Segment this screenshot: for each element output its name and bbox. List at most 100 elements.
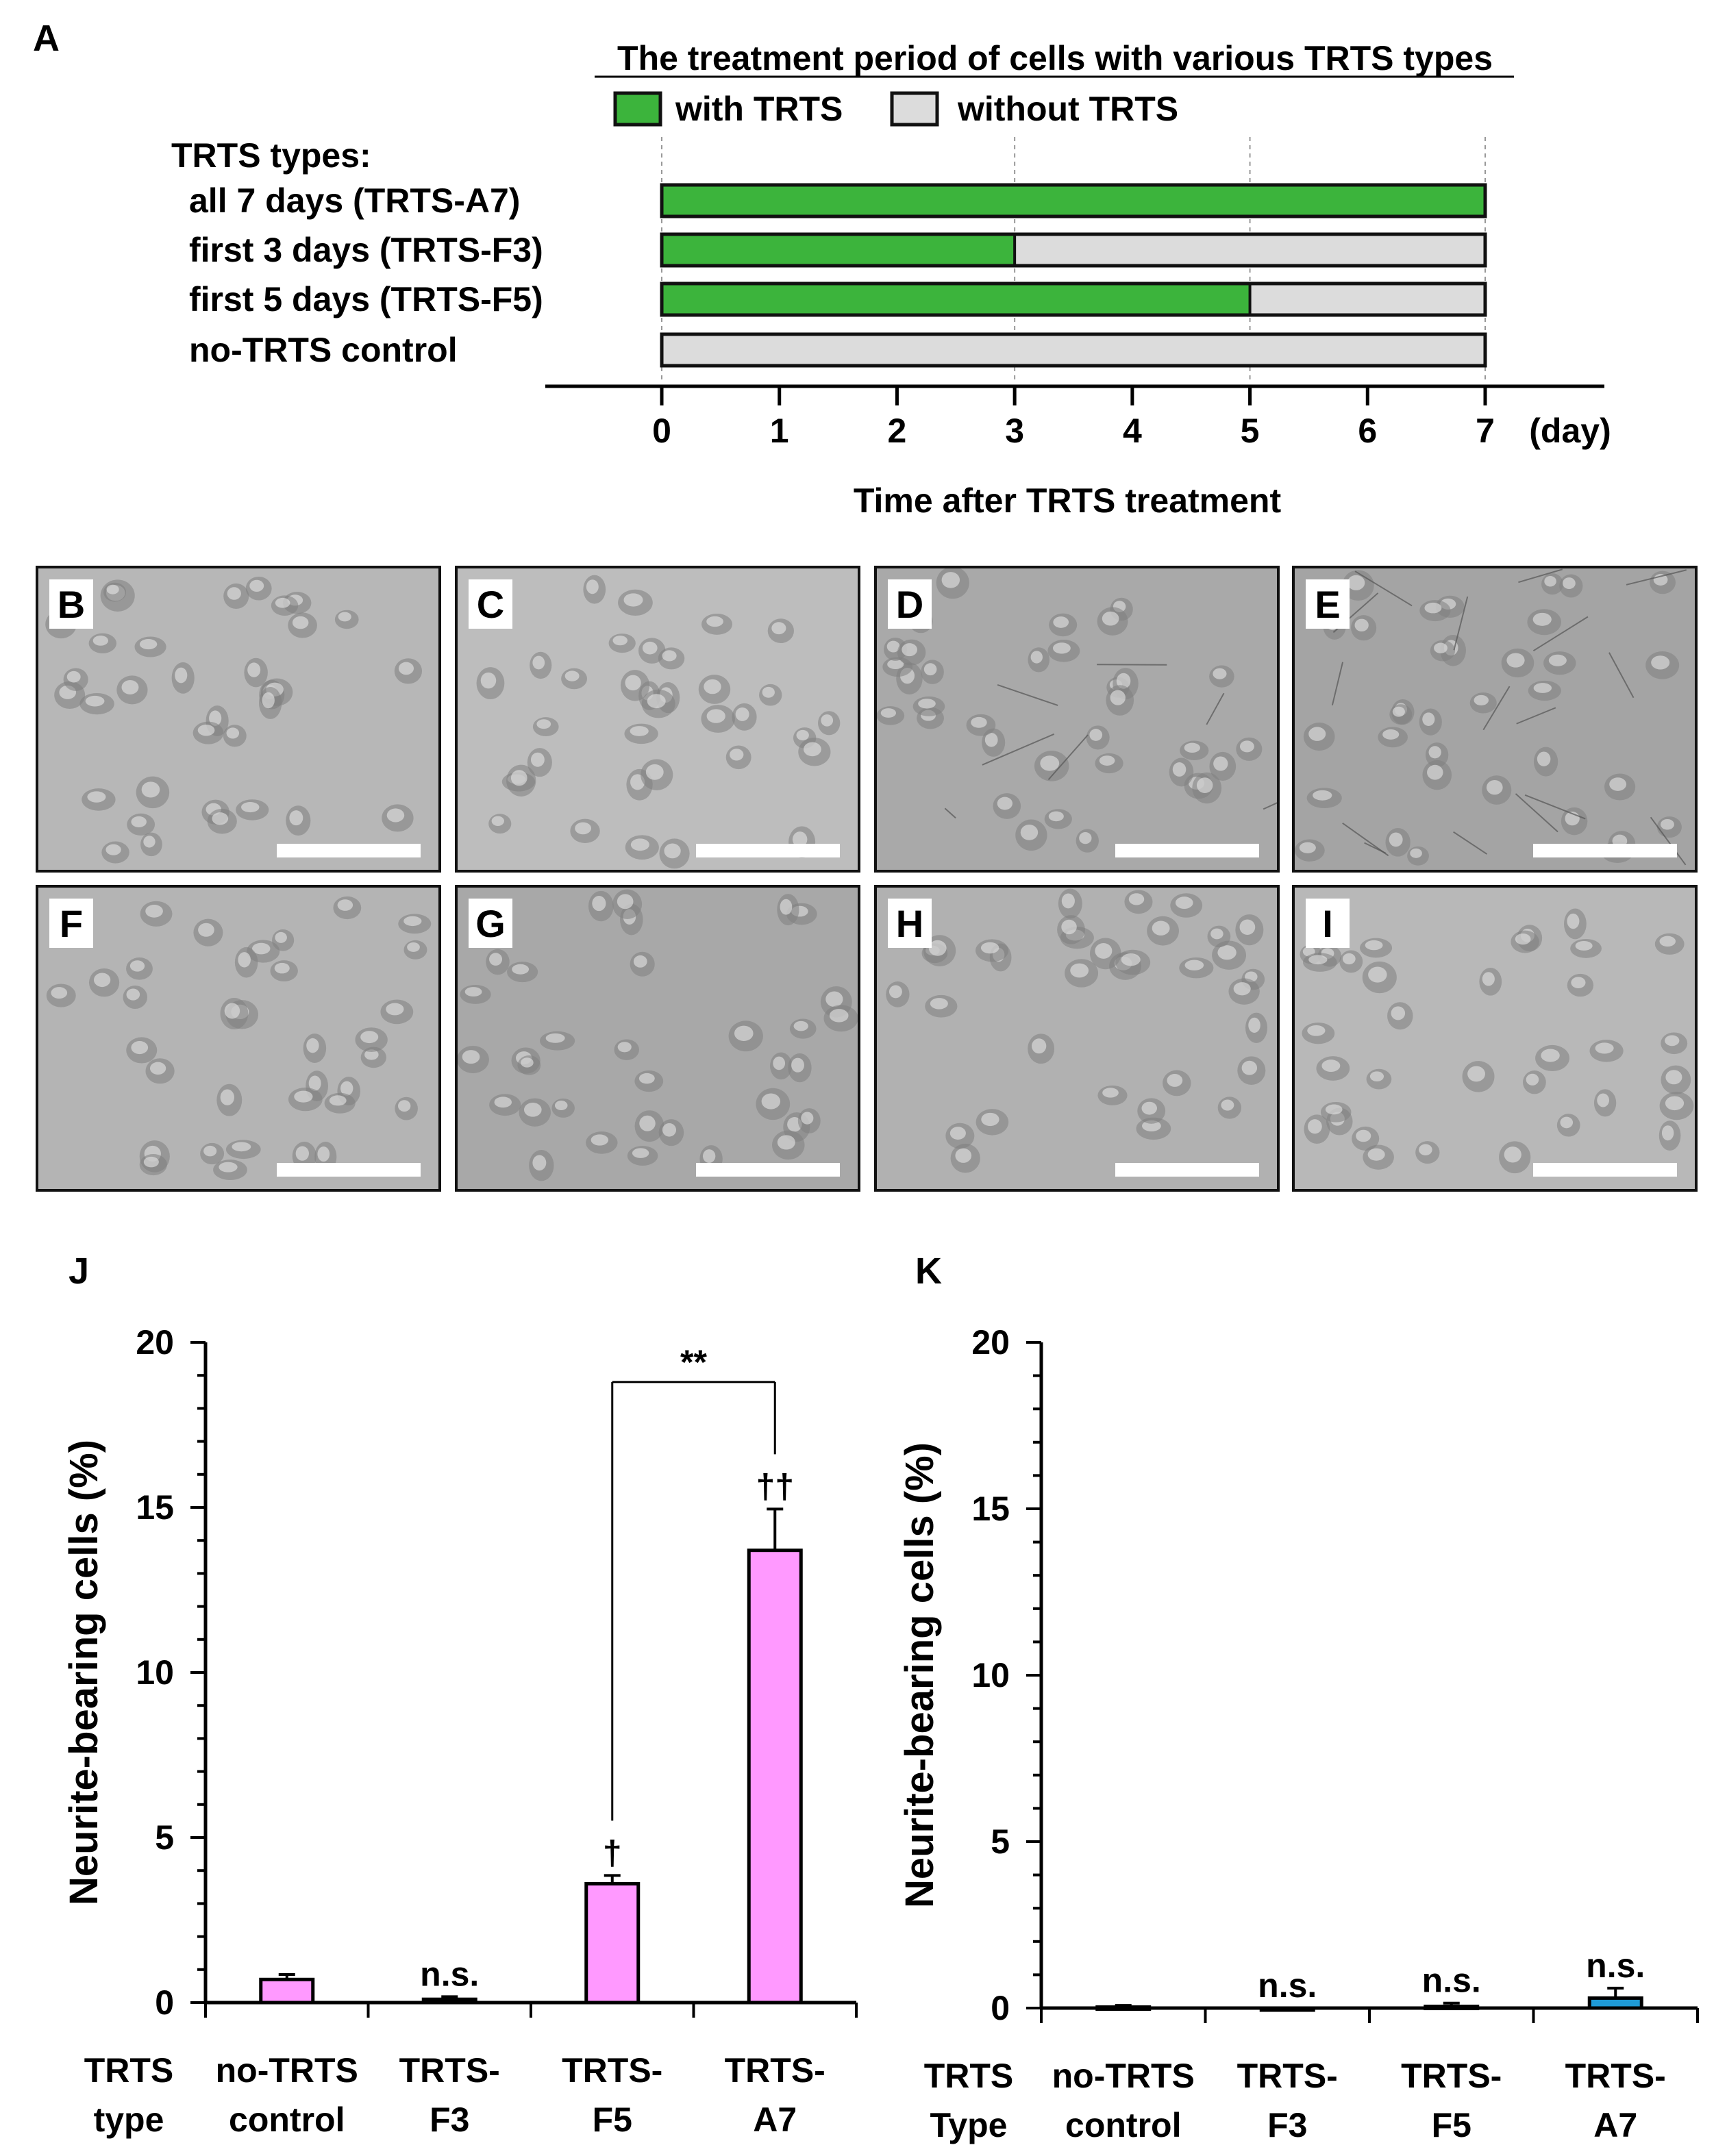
micrograph-label: E bbox=[1306, 579, 1350, 629]
x-category-label: control bbox=[1065, 2106, 1181, 2144]
micrograph-cells bbox=[1295, 568, 1687, 866]
bracket-label: ** bbox=[680, 1343, 707, 1381]
x-row-label: Type bbox=[930, 2106, 1008, 2144]
timeline-tick-label: 0 bbox=[652, 412, 671, 450]
timeline-bar-with bbox=[660, 233, 1017, 267]
y-tick-label: 10 bbox=[971, 1656, 1010, 1694]
scale-bar bbox=[277, 1163, 421, 1177]
micrograph-label: C bbox=[469, 579, 512, 629]
micrograph-cells bbox=[476, 575, 841, 869]
x-category-label: A7 bbox=[753, 2101, 797, 2139]
y-tick-label: 15 bbox=[971, 1490, 1010, 1528]
micrograph-cells bbox=[45, 576, 423, 864]
legend-with-label: with TRTS bbox=[675, 90, 843, 128]
x-category-label: A7 bbox=[1593, 2106, 1637, 2144]
legend-without-swatch bbox=[890, 91, 939, 127]
micrograph-i: I bbox=[1292, 885, 1698, 1192]
timeline-tick-label: 6 bbox=[1358, 412, 1377, 450]
scale-bar bbox=[277, 844, 421, 857]
micrograph-cells bbox=[886, 888, 1267, 1173]
x-category-label: TRTS- bbox=[1401, 2057, 1502, 2095]
x-category-label: no-TRTS bbox=[216, 2051, 358, 2090]
bar bbox=[259, 1977, 315, 2005]
timeline-row-label: first 3 days (TRTS-F3) bbox=[189, 231, 543, 269]
micrograph-c: C bbox=[455, 566, 860, 873]
bar-annotation: n.s. bbox=[420, 1955, 479, 1993]
y-tick-label: 0 bbox=[991, 1989, 1010, 2027]
x-category-label: no-TRTS bbox=[1052, 2057, 1195, 2095]
timeline-tick-label: 4 bbox=[1123, 412, 1142, 450]
bar-annotation: n.s. bbox=[1422, 1961, 1481, 2000]
timeline-tick-label: 5 bbox=[1241, 412, 1260, 450]
micrograph-cells bbox=[46, 896, 432, 1181]
legend-with-swatch bbox=[613, 91, 662, 127]
timeline-bar-outline bbox=[660, 332, 1487, 368]
bar bbox=[421, 1997, 477, 2005]
timeline-tick-label: 3 bbox=[1005, 412, 1024, 450]
micrograph-h: H bbox=[874, 885, 1280, 1192]
panel-letter-a: A bbox=[33, 18, 60, 59]
timeline-title: The treatment period of cells with vario… bbox=[617, 39, 1493, 77]
scale-bar bbox=[696, 1163, 840, 1177]
bar-annotation: n.s. bbox=[1586, 1946, 1645, 1985]
x-category-label: control bbox=[229, 2101, 345, 2139]
micrograph-label: B bbox=[49, 579, 93, 629]
x-category-label: F5 bbox=[593, 2101, 632, 2139]
scale-bar bbox=[1533, 844, 1677, 857]
bar-annotation: n.s. bbox=[1258, 1966, 1317, 2005]
micrograph-cells bbox=[458, 889, 858, 1181]
timeline-x-axis-label: Time after TRTS treatment bbox=[854, 481, 1282, 520]
bar-annotation: †† bbox=[756, 1467, 794, 1505]
y-tick-label: 20 bbox=[971, 1323, 1010, 1362]
scale-bar bbox=[1115, 844, 1259, 857]
x-category-label: TRTS- bbox=[1237, 2057, 1338, 2095]
bar bbox=[1424, 2005, 1480, 2011]
x-category-label: TRTS- bbox=[562, 2051, 662, 2090]
timeline-tick-label: 7 bbox=[1476, 412, 1495, 450]
bar bbox=[747, 1549, 803, 2005]
timeline-tick-label: 1 bbox=[770, 412, 789, 450]
y-tick-label: 20 bbox=[136, 1323, 174, 1362]
bar-annotation: † bbox=[603, 1833, 622, 1872]
timeline-row-label: all 7 days (TRTS-A7) bbox=[189, 181, 520, 220]
scale-bar bbox=[1115, 1163, 1259, 1177]
scale-bar bbox=[696, 844, 840, 857]
x-category-label: TRTS- bbox=[1565, 2057, 1666, 2095]
timeline-bar-outline bbox=[660, 281, 1487, 317]
y-axis-label: Neurite-bearing cells (%) bbox=[897, 1442, 942, 1908]
x-category-label: F3 bbox=[1267, 2106, 1307, 2144]
micrograph-label: I bbox=[1306, 899, 1350, 948]
x-category-label: F5 bbox=[1432, 2106, 1471, 2144]
bar-chart-j: J 0 5 10 15 20 Neurite-bearing cells (%) no-TRT… bbox=[62, 1251, 858, 2139]
micrograph-label: F bbox=[49, 899, 93, 948]
panel-letter-j: J bbox=[69, 1251, 89, 1292]
y-tick-label: 5 bbox=[155, 1818, 174, 1857]
micrograph-label: H bbox=[888, 899, 932, 948]
timeline-bar-outline bbox=[660, 183, 1487, 218]
micrograph-b: B bbox=[36, 566, 441, 873]
legend-without-label: without TRTS bbox=[957, 90, 1178, 128]
bar bbox=[1259, 2006, 1315, 2012]
x-category-label: TRTS- bbox=[725, 2051, 825, 2090]
bar bbox=[1587, 1996, 1643, 2010]
panel-letter-k: K bbox=[915, 1251, 942, 1292]
micrograph-cells bbox=[877, 568, 1277, 853]
micrograph-e: E bbox=[1292, 566, 1698, 873]
x-row-label: TRTS bbox=[84, 2051, 174, 2090]
timeline-bar-with bbox=[660, 184, 1487, 218]
micrograph-f: F bbox=[36, 885, 441, 1192]
micrograph-g: G bbox=[455, 885, 860, 1192]
micrograph-cells bbox=[1300, 908, 1694, 1174]
timeline-bar-without bbox=[662, 334, 1485, 366]
bar-chart-k: K 0 5 10 15 20 Neurite-bearing cells (%) no-TRT… bbox=[897, 1251, 1699, 2144]
y-tick-label: 0 bbox=[155, 1983, 174, 2022]
timeline-row-label: no-TRTS control bbox=[189, 331, 458, 369]
timeline-bar-outline bbox=[660, 232, 1487, 268]
bar bbox=[1095, 2005, 1152, 2011]
micrograph-d: D bbox=[874, 566, 1280, 873]
y-tick-label: 5 bbox=[991, 1822, 1010, 1861]
y-tick-label: 15 bbox=[136, 1488, 174, 1527]
timeline-bar-with bbox=[660, 282, 1252, 316]
timeline-row-label: first 5 days (TRTS-F5) bbox=[189, 280, 543, 318]
